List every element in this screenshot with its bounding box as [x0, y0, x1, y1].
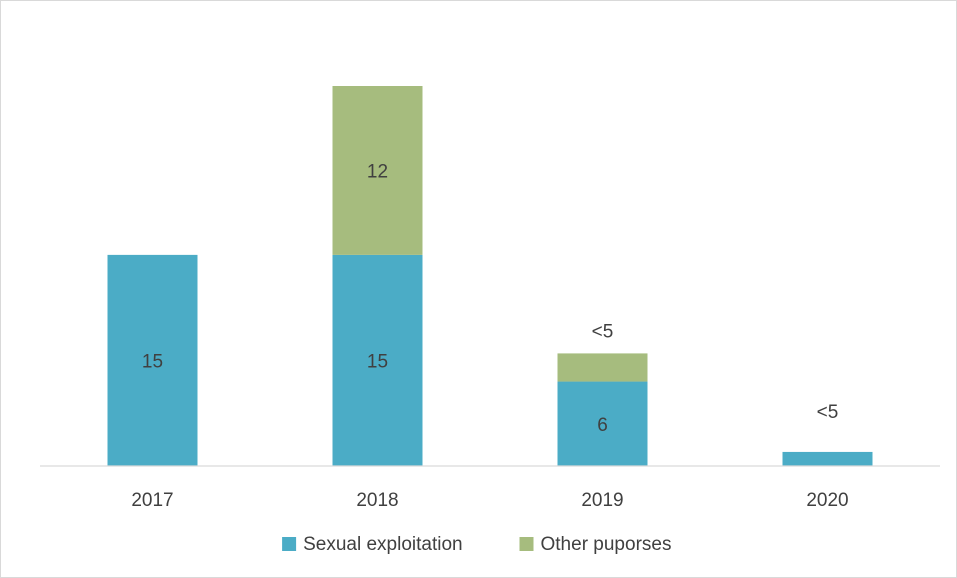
bar-other-puporses-2019	[557, 353, 648, 382]
legend-swatch-other-puporses	[519, 537, 534, 551]
legend-swatch-sexual-exploitation	[282, 537, 297, 551]
bar-sexual-exploitation-2019	[557, 381, 648, 466]
data-label-sexual-exploitation-2018: 15	[367, 351, 388, 372]
x-tick-labels: 2017 2018 2019 2020	[131, 490, 848, 511]
bar-sexual-exploitation-2018	[332, 254, 423, 466]
data-label-sexual-exploitation-2017: 15	[142, 351, 163, 372]
legend-label-other-puporses: Other puporses	[541, 534, 672, 555]
bar-other-puporses-2018	[332, 86, 423, 255]
data-label-other-puporses-2018: 12	[367, 161, 388, 182]
x-tick-2020: 2020	[806, 490, 848, 511]
x-tick-2018: 2018	[356, 490, 398, 511]
bar-sexual-exploitation-2017	[107, 254, 198, 466]
bars-group	[107, 86, 873, 466]
x-tick-2017: 2017	[131, 490, 173, 511]
data-label-sexual-exploitation-2020: <5	[817, 402, 839, 423]
data-label-sexual-exploitation-2019: 6	[597, 415, 608, 436]
data-labels: 15 15 12 6 <5 <5	[142, 161, 838, 435]
bar-sexual-exploitation-2020	[782, 451, 873, 466]
data-label-other-puporses-2019: <5	[592, 321, 614, 342]
legend: Sexual exploitation Other puporses	[282, 534, 671, 555]
x-tick-2019: 2019	[581, 490, 623, 511]
legend-label-sexual-exploitation: Sexual exploitation	[303, 534, 463, 555]
